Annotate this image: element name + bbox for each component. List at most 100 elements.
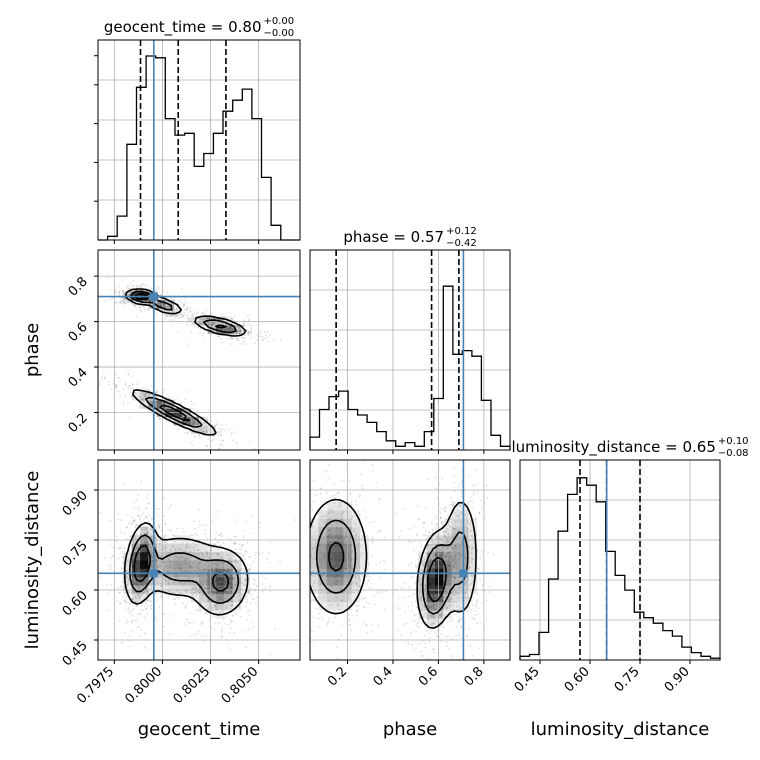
sample-point	[137, 514, 140, 517]
sample-point	[220, 587, 223, 590]
sample-point	[191, 422, 194, 425]
sample-point	[422, 533, 425, 536]
sample-point	[460, 542, 463, 544]
sample-point	[169, 401, 172, 404]
density-cell	[199, 576, 208, 586]
sample-point	[143, 518, 146, 521]
sample-point	[444, 530, 447, 533]
sample-point	[472, 617, 475, 620]
sample-point	[122, 290, 124, 292]
sample-point	[206, 552, 208, 554]
density-cell	[190, 543, 200, 553]
sample-point	[460, 482, 463, 485]
sample-point	[228, 329, 231, 332]
sample-point	[211, 562, 214, 565]
sample-point	[455, 605, 458, 608]
sample-point	[249, 568, 251, 571]
sample-point	[128, 603, 131, 605]
density-cell	[190, 416, 200, 426]
sample-point	[451, 536, 454, 538]
sample-point	[230, 575, 233, 578]
sample-point	[351, 563, 354, 566]
sample-point	[136, 523, 138, 526]
sample-point	[133, 501, 136, 504]
sample-point	[200, 622, 203, 624]
sample-point	[227, 537, 229, 540]
sample-point	[193, 591, 196, 594]
sample-point	[439, 585, 441, 588]
density-cell	[335, 593, 344, 603]
sample-point	[262, 339, 265, 341]
sample-point	[339, 555, 341, 558]
sample-point	[460, 490, 463, 493]
density-cell	[451, 518, 461, 528]
density-cell	[207, 601, 217, 611]
sample-point	[235, 333, 238, 335]
density-cell	[232, 576, 242, 586]
sample-point	[188, 317, 190, 320]
sample-point	[429, 581, 432, 584]
sample-point	[423, 556, 426, 559]
sample-point	[198, 434, 201, 437]
sample-point	[173, 567, 176, 570]
sample-point	[384, 561, 387, 563]
sample-point	[344, 568, 347, 570]
sample-point	[221, 594, 224, 597]
sample-point	[420, 650, 423, 653]
sample-point	[206, 419, 208, 422]
sample-point	[159, 564, 162, 567]
density-cell	[310, 560, 319, 569]
sample-point	[211, 590, 213, 593]
sample-point	[334, 596, 337, 599]
sample-point	[135, 567, 138, 570]
sample-point	[171, 615, 174, 617]
sample-point	[438, 503, 441, 505]
sample-point	[141, 584, 143, 586]
sample-point	[231, 583, 234, 586]
sample-point	[120, 299, 123, 302]
sample-point	[181, 550, 184, 553]
sample-point	[431, 574, 434, 577]
sample-point	[338, 538, 341, 540]
sample-point	[289, 507, 291, 509]
sample-point	[452, 618, 454, 621]
sample-point	[202, 332, 205, 335]
sample-point	[455, 592, 458, 594]
sample-point	[458, 608, 461, 611]
sample-point	[330, 551, 333, 553]
density-cell	[140, 543, 149, 553]
sample-point	[154, 504, 157, 507]
x-tick-label: 0.75	[612, 664, 643, 695]
sample-point	[119, 296, 121, 299]
sample-point	[199, 322, 202, 325]
sample-point	[168, 590, 171, 593]
sample-point	[452, 575, 455, 578]
sample-point	[337, 491, 340, 494]
title-superscript: +0.12	[446, 226, 477, 237]
sample-point	[103, 370, 105, 372]
density-cell	[215, 593, 225, 603]
sample-point	[201, 553, 204, 556]
sample-point	[327, 512, 330, 515]
sample-point	[431, 648, 433, 651]
sample-point	[225, 423, 228, 426]
sample-point	[233, 319, 236, 322]
sample-point	[447, 514, 449, 517]
sample-point	[454, 577, 457, 580]
density-cell	[443, 585, 453, 594]
sample-point	[121, 290, 124, 293]
sample-point	[241, 582, 244, 585]
sample-point	[128, 385, 130, 387]
sample-point	[118, 591, 121, 594]
sample-point	[216, 591, 218, 594]
sample-point	[205, 555, 207, 558]
sample-point	[241, 601, 244, 604]
sample-point	[146, 599, 149, 602]
sample-point	[440, 522, 443, 525]
sample-point	[158, 543, 161, 546]
sample-point	[379, 529, 382, 532]
sample-point	[347, 614, 350, 617]
sample-point	[416, 534, 418, 537]
sample-point	[343, 597, 346, 600]
sample-point	[470, 582, 473, 585]
